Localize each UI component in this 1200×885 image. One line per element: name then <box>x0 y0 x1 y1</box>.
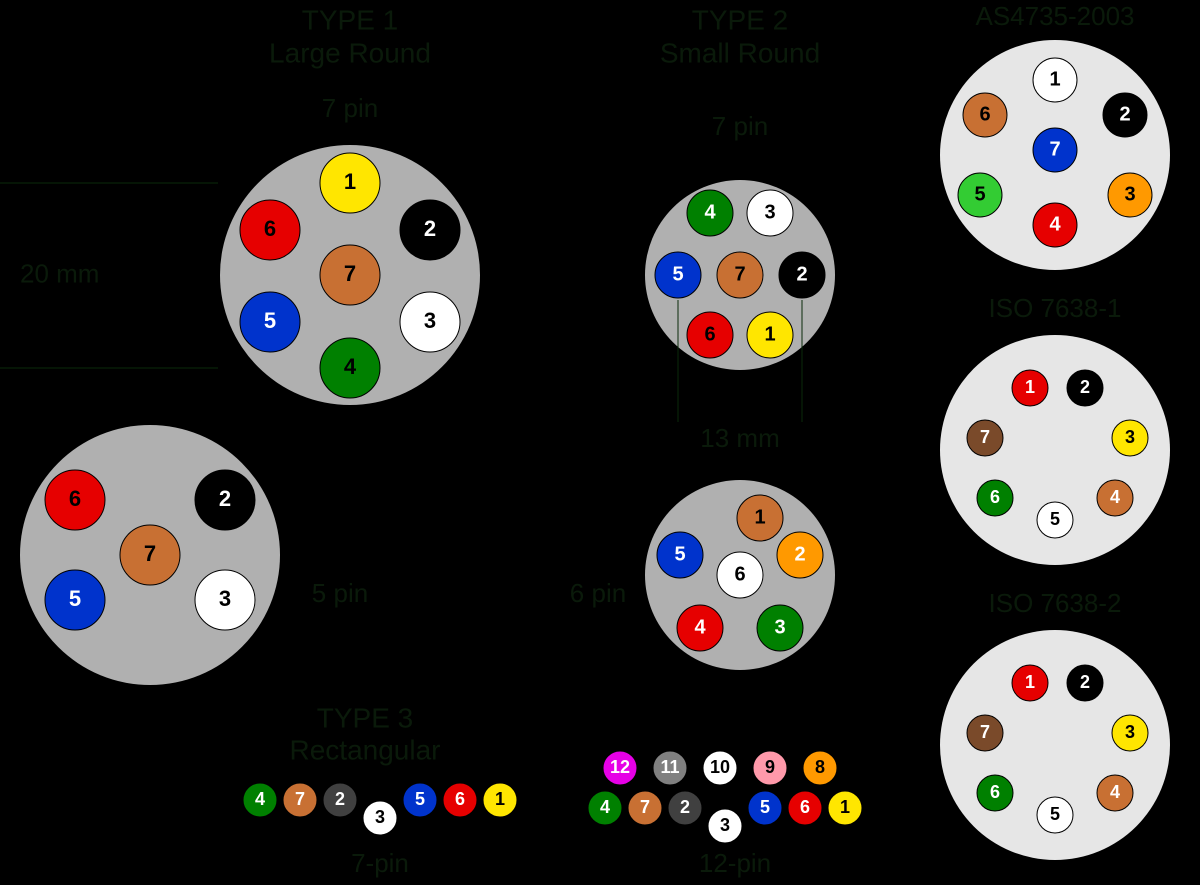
type1-5pin-label: 5 pin <box>312 578 368 608</box>
type2-title1: TYPE 2 <box>692 4 788 35</box>
pin-label-2: 2 <box>1080 672 1090 692</box>
pin-label-2: 2 <box>680 797 690 817</box>
pin-label-10: 10 <box>710 757 730 777</box>
type1-7pin-label: 7 pin <box>322 93 378 123</box>
type3-title2: Rectangular <box>290 734 441 765</box>
pin-label-4: 4 <box>694 616 706 638</box>
pin-label-5: 5 <box>974 183 985 205</box>
pin-label-6: 6 <box>455 789 465 809</box>
pin-label-6: 6 <box>704 323 715 345</box>
pin-label-6: 6 <box>979 103 990 125</box>
connector-notch <box>722 668 758 692</box>
pin-label-1: 1 <box>840 797 850 817</box>
pin-label-3: 3 <box>774 616 785 638</box>
pin-label-2: 2 <box>794 543 805 565</box>
pin-label-7: 7 <box>344 261 356 286</box>
pin-label-1: 1 <box>1025 377 1035 397</box>
connector-notch <box>1037 858 1073 874</box>
pin-label-6: 6 <box>264 216 276 241</box>
pin-label-4: 4 <box>704 201 716 223</box>
pin-label-1: 1 <box>1025 672 1035 692</box>
pin-label-6: 6 <box>990 782 1000 802</box>
pin-label-4: 4 <box>1110 782 1120 802</box>
pin-label-2: 2 <box>219 486 231 511</box>
pin-label-1: 1 <box>344 169 356 194</box>
pin-label-2: 2 <box>1080 377 1090 397</box>
pin-label-9: 9 <box>765 757 775 777</box>
iso7638-1-title: ISO 7638-1 <box>989 293 1122 323</box>
type3-title1: TYPE 3 <box>317 702 413 733</box>
pin-label-7: 7 <box>980 427 990 447</box>
type2-6pin-label: 6 pin <box>570 578 626 608</box>
pin-label-6: 6 <box>990 487 1000 507</box>
pin-label-3: 3 <box>764 201 775 223</box>
pin-label-2: 2 <box>796 263 807 285</box>
pin-label-3: 3 <box>1125 427 1135 447</box>
pin-label-5: 5 <box>674 543 685 565</box>
pin-label-2: 2 <box>335 789 345 809</box>
type2-title2: Small Round <box>660 37 820 68</box>
pin-label-2: 2 <box>424 216 436 241</box>
pin-label-5: 5 <box>1050 509 1060 529</box>
pin-label-5: 5 <box>1050 804 1060 824</box>
dim-20mm: 20 mm <box>20 258 99 288</box>
pin-label-7: 7 <box>640 797 650 817</box>
pin-label-7: 7 <box>734 263 745 285</box>
type3-7pin-label: 7-pin <box>351 848 409 878</box>
connector-diagram: TYPE 1Large Round7 pin123456720 mm235675… <box>0 0 1200 885</box>
pin-label-7: 7 <box>295 789 305 809</box>
pin-label-4: 4 <box>1049 213 1061 235</box>
iso7638-2-title: ISO 7638-2 <box>989 588 1122 618</box>
pin-label-4: 4 <box>1110 487 1120 507</box>
connector-notch <box>332 403 368 429</box>
pin-label-1: 1 <box>495 789 505 809</box>
pin-label-12: 12 <box>610 757 630 777</box>
pin-label-4: 4 <box>344 354 357 379</box>
connector-notch <box>132 683 168 709</box>
pin-label-3: 3 <box>1124 183 1135 205</box>
pin-label-6: 6 <box>69 486 81 511</box>
pin-label-6: 6 <box>800 797 810 817</box>
pin-label-11: 11 <box>660 757 679 777</box>
type1-title2: Large Round <box>269 37 431 68</box>
type2-7pin-label: 7 pin <box>712 111 768 141</box>
pin-label-4: 4 <box>600 797 610 817</box>
pin-label-3: 3 <box>375 807 385 827</box>
pin-label-6: 6 <box>734 563 745 585</box>
pin-label-1: 1 <box>764 323 775 345</box>
pin-label-8: 8 <box>815 757 825 777</box>
pin-label-3: 3 <box>219 586 231 611</box>
pin-label-5: 5 <box>69 586 81 611</box>
type3-12pin-label: 12-pin <box>699 848 771 878</box>
pin-label-4: 4 <box>255 789 265 809</box>
pin-label-7: 7 <box>144 541 156 566</box>
pin-label-1: 1 <box>754 506 765 528</box>
pin-label-3: 3 <box>424 308 436 333</box>
pin-label-3: 3 <box>720 815 730 835</box>
pin-label-7: 7 <box>980 722 990 742</box>
pin-label-7: 7 <box>1049 138 1060 160</box>
pin-label-5: 5 <box>760 797 770 817</box>
pin-label-1: 1 <box>1049 68 1060 90</box>
connector-notch <box>1037 563 1073 579</box>
as4735-title: AS4735-2003 <box>975 1 1134 31</box>
pin-label-5: 5 <box>672 263 683 285</box>
connector-notch <box>722 368 758 392</box>
pin-label-2: 2 <box>1119 103 1130 125</box>
pin-label-5: 5 <box>264 308 276 333</box>
type1-title1: TYPE 1 <box>302 4 398 35</box>
dim-13mm: 13 mm <box>700 423 779 453</box>
pin-label-5: 5 <box>415 789 425 809</box>
pin-label-3: 3 <box>1125 722 1135 742</box>
